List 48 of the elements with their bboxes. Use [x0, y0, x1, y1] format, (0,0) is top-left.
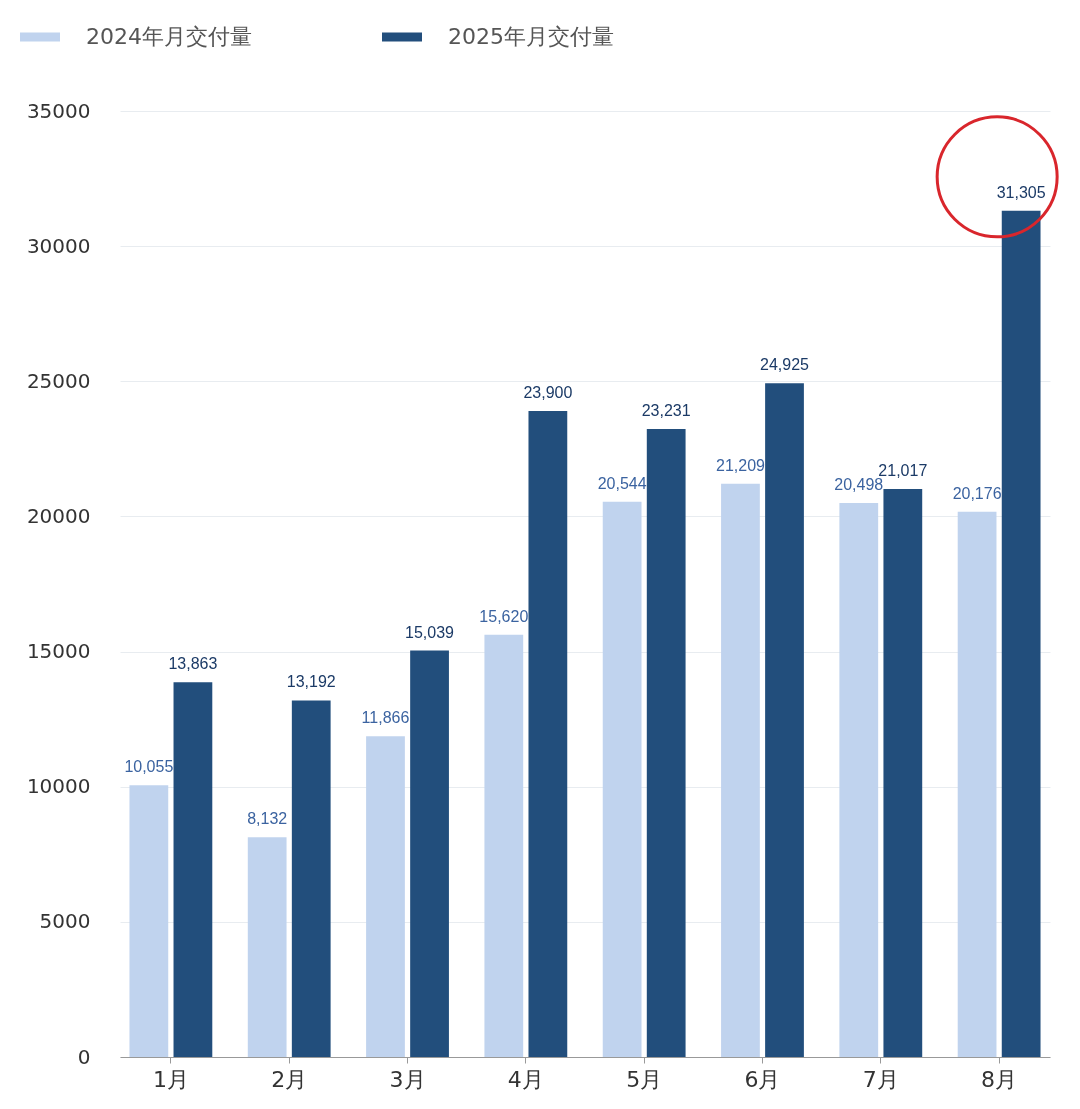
- bar: [173, 682, 213, 1057]
- bar: [247, 837, 287, 1057]
- x-tick-label: 6月: [744, 1066, 781, 1092]
- bar: [528, 411, 568, 1057]
- y-tick-label: 25000: [26, 368, 91, 393]
- bar: [129, 785, 169, 1057]
- y-tick-label: 35000: [26, 98, 91, 123]
- data-label: 20,544: [597, 474, 647, 492]
- data-label: 21,209: [715, 456, 766, 474]
- y-tick-label: 10000: [26, 774, 91, 799]
- bar: [765, 383, 804, 1057]
- x-tick-label: 7月: [862, 1066, 899, 1092]
- y-tick-label: 5000: [39, 909, 91, 934]
- data-label: 15,620: [479, 607, 529, 625]
- x-tick-label: 2月: [271, 1066, 308, 1092]
- legend-label: 2025年月交付量: [448, 24, 614, 49]
- data-label: 10,055: [124, 758, 174, 776]
- data-label: 20,176: [952, 484, 1002, 502]
- bar: [721, 483, 760, 1057]
- data-label: 13,192: [286, 673, 336, 691]
- data-label: 11,866: [361, 709, 410, 727]
- bar: [883, 488, 923, 1057]
- bar: [602, 501, 642, 1057]
- bar: [410, 650, 449, 1057]
- x-tick-label: 3月: [389, 1066, 426, 1092]
- bar: [291, 700, 331, 1057]
- x-tick-label: 8月: [981, 1066, 1018, 1092]
- bar: [957, 511, 997, 1057]
- bar: [646, 429, 686, 1057]
- bar: [1001, 210, 1041, 1057]
- data-label: 24,925: [760, 356, 810, 374]
- bar: [366, 736, 405, 1057]
- bar: [839, 502, 879, 1057]
- data-label: 13,863: [168, 655, 218, 673]
- bar: [484, 634, 524, 1057]
- x-tick-label: 5月: [626, 1066, 663, 1092]
- data-label: 23,231: [641, 402, 691, 420]
- data-label: 8,132: [247, 810, 288, 828]
- y-tick-label: 30000: [26, 233, 91, 258]
- data-label: 23,900: [523, 384, 573, 402]
- x-tick-label: 1月: [152, 1066, 189, 1092]
- x-tick-label: 4月: [507, 1066, 544, 1092]
- legend-label: 2024年月交付量: [86, 24, 252, 49]
- y-tick-label: 15000: [26, 639, 91, 664]
- data-label: 31,305: [996, 183, 1046, 201]
- y-tick-label: 20000: [26, 503, 91, 528]
- data-label: 15,039: [405, 623, 455, 641]
- y-tick-label: 0: [77, 1044, 91, 1069]
